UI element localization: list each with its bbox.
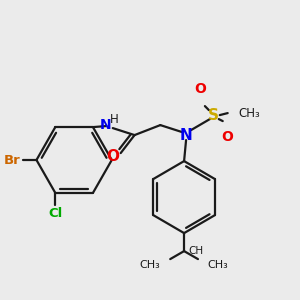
- Text: N: N: [100, 118, 112, 132]
- Text: N: N: [180, 128, 192, 142]
- Text: CH₃: CH₃: [140, 260, 160, 270]
- Text: O: O: [222, 130, 234, 144]
- Text: S: S: [208, 108, 219, 123]
- Text: O: O: [194, 82, 206, 96]
- Text: CH: CH: [188, 246, 203, 256]
- Text: CH₃: CH₃: [238, 106, 260, 120]
- Text: O: O: [106, 148, 119, 164]
- Text: Br: Br: [4, 154, 21, 166]
- Text: CH₃: CH₃: [208, 260, 229, 270]
- Text: Cl: Cl: [48, 207, 62, 220]
- Text: H: H: [110, 112, 118, 126]
